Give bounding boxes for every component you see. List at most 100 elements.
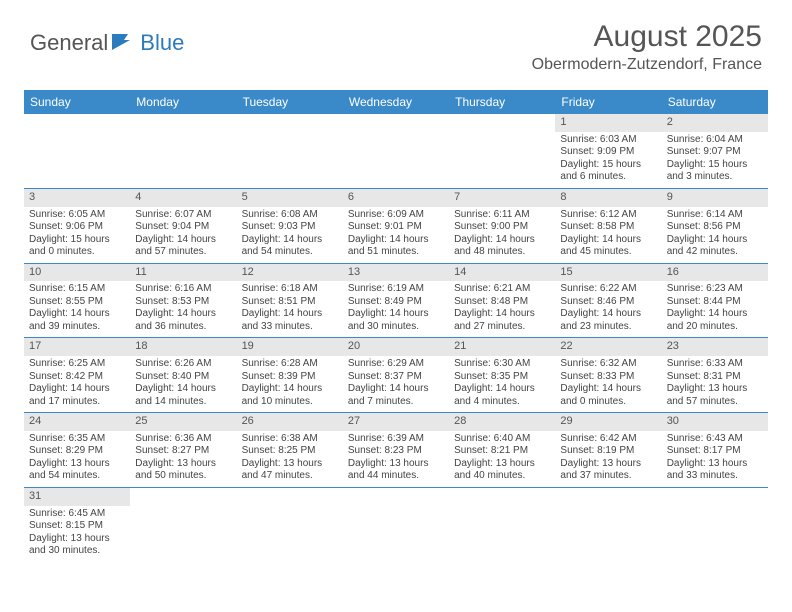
sunrise-line: Sunrise: 6:38 AM [242,433,338,446]
sunrise-line: Sunrise: 6:35 AM [29,433,125,446]
calendar-day-cell: 10Sunrise: 6:15 AMSunset: 8:55 PMDayligh… [24,263,130,338]
day-number: 27 [343,413,449,431]
day-details: Sunrise: 6:29 AMSunset: 8:37 PMDaylight:… [343,356,449,412]
day-number: 31 [24,488,130,506]
day-number: 20 [343,338,449,356]
day-number: 19 [237,338,343,356]
day-number: 2 [662,114,768,132]
sunrise-line: Sunrise: 6:18 AM [242,283,338,296]
sunset-line: Sunset: 8:29 PM [29,445,125,458]
daylight-line: Daylight: 15 hours and 0 minutes. [29,234,125,259]
sunrise-line: Sunrise: 6:08 AM [242,209,338,222]
day-number: 18 [130,338,236,356]
calendar-day-cell: 3Sunrise: 6:05 AMSunset: 9:06 PMDaylight… [24,188,130,263]
calendar-day-cell: 16Sunrise: 6:23 AMSunset: 8:44 PMDayligh… [662,263,768,338]
day-details: Sunrise: 6:26 AMSunset: 8:40 PMDaylight:… [130,356,236,412]
sunset-line: Sunset: 8:35 PM [454,371,550,384]
daylight-line: Daylight: 14 hours and 57 minutes. [135,234,231,259]
daylight-line: Daylight: 13 hours and 30 minutes. [29,533,125,558]
daylight-line: Daylight: 15 hours and 3 minutes. [667,159,763,184]
calendar-day-cell [449,114,555,188]
day-number: 8 [555,189,661,207]
day-number: 12 [237,264,343,282]
sunset-line: Sunset: 8:58 PM [560,221,656,234]
day-details: Sunrise: 6:19 AMSunset: 8:49 PMDaylight:… [343,281,449,337]
calendar-day-cell [343,487,449,561]
calendar-day-cell: 20Sunrise: 6:29 AMSunset: 8:37 PMDayligh… [343,338,449,413]
daylight-line: Daylight: 14 hours and 42 minutes. [667,234,763,259]
sunrise-line: Sunrise: 6:23 AM [667,283,763,296]
day-details: Sunrise: 6:22 AMSunset: 8:46 PMDaylight:… [555,281,661,337]
sunset-line: Sunset: 8:44 PM [667,296,763,309]
day-number: 15 [555,264,661,282]
day-number: 9 [662,189,768,207]
col-thursday: Thursday [449,90,555,114]
sunset-line: Sunset: 9:00 PM [454,221,550,234]
day-details: Sunrise: 6:23 AMSunset: 8:44 PMDaylight:… [662,281,768,337]
sunrise-line: Sunrise: 6:19 AM [348,283,444,296]
day-number: 17 [24,338,130,356]
col-monday: Monday [130,90,236,114]
sunset-line: Sunset: 8:25 PM [242,445,338,458]
daylight-line: Daylight: 14 hours and 36 minutes. [135,308,231,333]
sunset-line: Sunset: 8:27 PM [135,445,231,458]
sunrise-line: Sunrise: 6:05 AM [29,209,125,222]
day-details: Sunrise: 6:32 AMSunset: 8:33 PMDaylight:… [555,356,661,412]
daylight-line: Daylight: 14 hours and 33 minutes. [242,308,338,333]
daylight-line: Daylight: 14 hours and 23 minutes. [560,308,656,333]
day-details: Sunrise: 6:40 AMSunset: 8:21 PMDaylight:… [449,431,555,487]
day-details: Sunrise: 6:43 AMSunset: 8:17 PMDaylight:… [662,431,768,487]
calendar-day-cell [662,487,768,561]
day-number: 4 [130,189,236,207]
brand-logo: General Blue [30,30,184,56]
flag-icon [112,31,138,56]
calendar-day-cell [343,114,449,188]
calendar-day-cell: 7Sunrise: 6:11 AMSunset: 9:00 PMDaylight… [449,188,555,263]
day-details: Sunrise: 6:03 AMSunset: 9:09 PMDaylight:… [555,132,661,188]
day-details: Sunrise: 6:36 AMSunset: 8:27 PMDaylight:… [130,431,236,487]
sunset-line: Sunset: 8:19 PM [560,445,656,458]
day-number: 7 [449,189,555,207]
day-details: Sunrise: 6:18 AMSunset: 8:51 PMDaylight:… [237,281,343,337]
daylight-line: Daylight: 15 hours and 6 minutes. [560,159,656,184]
calendar-day-cell: 1Sunrise: 6:03 AMSunset: 9:09 PMDaylight… [555,114,661,188]
daylight-line: Daylight: 14 hours and 54 minutes. [242,234,338,259]
calendar-day-cell: 27Sunrise: 6:39 AMSunset: 8:23 PMDayligh… [343,413,449,488]
calendar-day-cell: 5Sunrise: 6:08 AMSunset: 9:03 PMDaylight… [237,188,343,263]
calendar-day-cell: 18Sunrise: 6:26 AMSunset: 8:40 PMDayligh… [130,338,236,413]
sunset-line: Sunset: 9:04 PM [135,221,231,234]
col-wednesday: Wednesday [343,90,449,114]
calendar-day-cell: 30Sunrise: 6:43 AMSunset: 8:17 PMDayligh… [662,413,768,488]
calendar-day-cell [237,114,343,188]
calendar-day-cell: 9Sunrise: 6:14 AMSunset: 8:56 PMDaylight… [662,188,768,263]
daylight-line: Daylight: 14 hours and 10 minutes. [242,383,338,408]
sunrise-line: Sunrise: 6:03 AM [560,134,656,147]
day-details: Sunrise: 6:35 AMSunset: 8:29 PMDaylight:… [24,431,130,487]
sunrise-line: Sunrise: 6:33 AM [667,358,763,371]
sunset-line: Sunset: 8:40 PM [135,371,231,384]
sunrise-line: Sunrise: 6:28 AM [242,358,338,371]
daylight-line: Daylight: 14 hours and 17 minutes. [29,383,125,408]
daylight-line: Daylight: 14 hours and 45 minutes. [560,234,656,259]
daylight-line: Daylight: 13 hours and 33 minutes. [667,458,763,483]
sunrise-line: Sunrise: 6:39 AM [348,433,444,446]
calendar-day-cell: 2Sunrise: 6:04 AMSunset: 9:07 PMDaylight… [662,114,768,188]
sunrise-line: Sunrise: 6:07 AM [135,209,231,222]
calendar-day-cell: 25Sunrise: 6:36 AMSunset: 8:27 PMDayligh… [130,413,236,488]
day-number: 16 [662,264,768,282]
sunset-line: Sunset: 8:53 PM [135,296,231,309]
sunrise-line: Sunrise: 6:43 AM [667,433,763,446]
daylight-line: Daylight: 14 hours and 39 minutes. [29,308,125,333]
daylight-line: Daylight: 13 hours and 40 minutes. [454,458,550,483]
calendar-week-row: 3Sunrise: 6:05 AMSunset: 9:06 PMDaylight… [24,188,768,263]
day-details: Sunrise: 6:38 AMSunset: 8:25 PMDaylight:… [237,431,343,487]
sunset-line: Sunset: 9:01 PM [348,221,444,234]
month-title: August 2025 [532,20,762,54]
sunrise-line: Sunrise: 6:09 AM [348,209,444,222]
daylight-line: Daylight: 13 hours and 57 minutes. [667,383,763,408]
calendar-day-cell [24,114,130,188]
sunset-line: Sunset: 8:48 PM [454,296,550,309]
calendar-day-cell: 29Sunrise: 6:42 AMSunset: 8:19 PMDayligh… [555,413,661,488]
daylight-line: Daylight: 14 hours and 14 minutes. [135,383,231,408]
sunrise-line: Sunrise: 6:14 AM [667,209,763,222]
